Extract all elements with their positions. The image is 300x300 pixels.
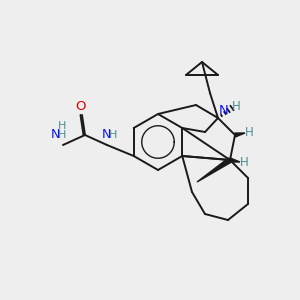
- Text: N: N: [101, 128, 111, 142]
- Text: H: H: [240, 157, 248, 169]
- Text: H: H: [58, 121, 66, 131]
- Text: N: N: [219, 104, 229, 118]
- Polygon shape: [230, 158, 240, 162]
- Text: O: O: [75, 100, 85, 112]
- Text: H: H: [109, 130, 117, 140]
- Text: H: H: [58, 130, 66, 140]
- Text: H: H: [244, 125, 253, 139]
- Polygon shape: [235, 133, 245, 137]
- Text: H: H: [232, 100, 240, 112]
- Text: N: N: [50, 128, 60, 142]
- Polygon shape: [197, 158, 231, 182]
